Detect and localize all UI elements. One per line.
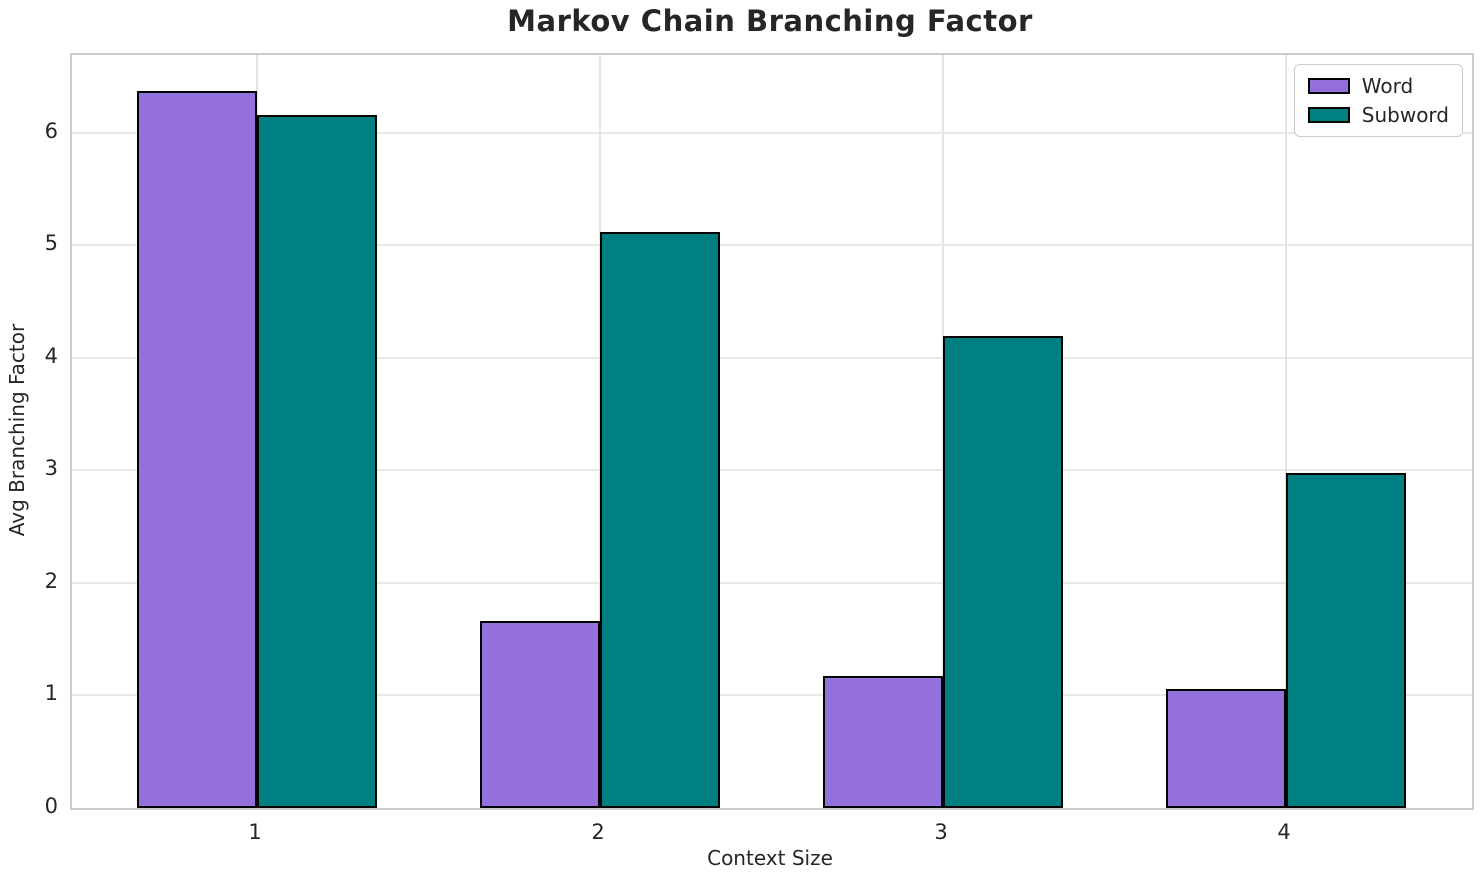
- gridline-x-4: [1285, 55, 1287, 808]
- gridline-y-3: [72, 469, 1472, 472]
- bar-word-1: [137, 91, 257, 808]
- y-axis-label: Avg Branching Factor: [5, 323, 29, 537]
- ytick-label-4: 4: [44, 343, 58, 368]
- ytick-label-0: 0: [44, 794, 58, 818]
- x-axis-label: Context Size: [707, 846, 833, 870]
- ytick-label-2: 2: [44, 568, 58, 593]
- bar-subword-2: [600, 232, 720, 808]
- gridline-y-1: [72, 694, 1472, 697]
- ytick-label-5: 5: [44, 231, 58, 256]
- xtick-label-4: 4: [1277, 820, 1291, 844]
- bar-word-4: [1166, 689, 1286, 808]
- xtick-label-1: 1: [248, 820, 262, 844]
- legend-entry-word: Word: [1307, 74, 1449, 98]
- gridline-y-6: [72, 131, 1472, 134]
- legend-swatch-subword: [1307, 107, 1350, 123]
- gridline-y-5: [72, 244, 1472, 247]
- plot-area: Word Subword: [70, 53, 1474, 810]
- legend-label-subword: Subword: [1361, 103, 1449, 127]
- bar-subword-4: [1286, 473, 1406, 808]
- legend-entry-subword: Subword: [1307, 103, 1449, 127]
- xtick-label-2: 2: [591, 820, 605, 844]
- chart-title: Markov Chain Branching Factor: [507, 4, 1033, 38]
- legend: Word Subword: [1293, 64, 1463, 137]
- bar-subword-1: [257, 115, 377, 808]
- ytick-label-6: 6: [44, 118, 58, 143]
- ytick-label-3: 3: [44, 456, 58, 481]
- bar-word-3: [823, 676, 943, 808]
- gridline-y-2: [72, 581, 1472, 584]
- bar-subword-3: [943, 336, 1063, 808]
- legend-label-word: Word: [1361, 74, 1414, 98]
- xtick-label-3: 3: [934, 820, 948, 844]
- legend-swatch-word: [1307, 78, 1350, 94]
- gridline-y-4: [72, 356, 1472, 359]
- ytick-label-1: 1: [44, 681, 58, 706]
- bar-word-2: [480, 621, 600, 808]
